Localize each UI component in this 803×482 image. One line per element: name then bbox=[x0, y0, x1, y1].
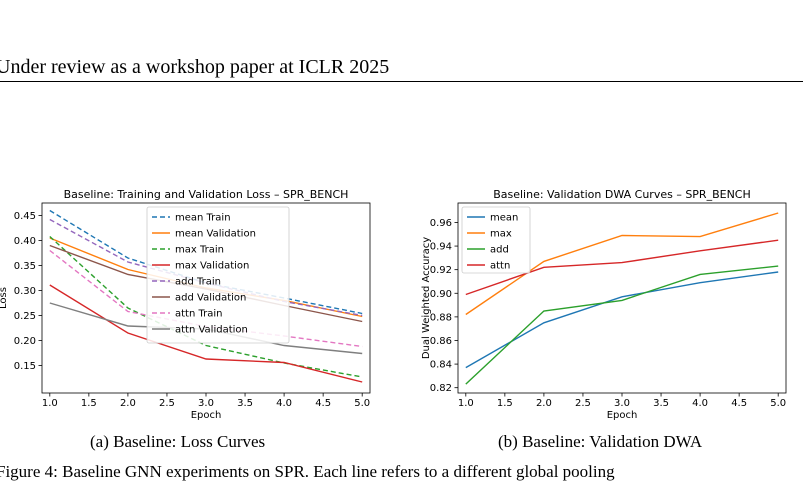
series-line-mean-train bbox=[49, 209, 363, 315]
x-tick-label: 1.5 bbox=[81, 398, 97, 409]
series-line-add bbox=[465, 265, 779, 385]
series-line-attn bbox=[465, 239, 779, 296]
y-tick-label: 0.15 bbox=[14, 361, 36, 372]
caption-b: (b) Baseline: Validation DWA bbox=[498, 432, 703, 451]
y-tick-label: 0.90 bbox=[430, 289, 452, 300]
legend-box bbox=[146, 206, 290, 344]
legend-label: max Validation bbox=[175, 261, 249, 272]
y-tick-label: 0.35 bbox=[14, 261, 36, 272]
y-tick-label: 0.96 bbox=[430, 218, 452, 229]
x-tick-label: 2.5 bbox=[575, 398, 591, 409]
x-axis-label: Epoch bbox=[191, 410, 222, 421]
y-tick-label: 0.92 bbox=[430, 265, 452, 276]
x-tick-label: 4.5 bbox=[731, 398, 747, 409]
x-tick-label: 1.5 bbox=[497, 398, 513, 409]
y-tick-label: 0.88 bbox=[430, 312, 452, 323]
y-tick-label: 0.30 bbox=[14, 286, 36, 297]
legend-box bbox=[461, 206, 531, 274]
y-tick-label: 0.25 bbox=[14, 311, 36, 322]
caption-a: (a) Baseline: Loss Curves bbox=[90, 432, 266, 451]
y-tick-label: 0.84 bbox=[430, 360, 452, 371]
y-tick-label: 0.40 bbox=[14, 236, 36, 247]
x-tick-label: 3.0 bbox=[614, 398, 630, 409]
y-tick-label: 0.86 bbox=[430, 336, 452, 347]
x-tick-label: 5.0 bbox=[354, 398, 370, 409]
series-line-max-validation bbox=[49, 284, 363, 383]
legend-label: add bbox=[490, 245, 509, 256]
header-rule bbox=[0, 81, 803, 82]
page-header: Under review as a workshop paper at ICLR… bbox=[0, 50, 803, 84]
x-tick-label: 3.0 bbox=[198, 398, 214, 409]
chart-title: Baseline: Validation DWA Curves – SPR_BE… bbox=[493, 188, 751, 201]
x-tick-label: 4.5 bbox=[315, 398, 331, 409]
y-tick-label: 0.82 bbox=[430, 383, 452, 394]
series-line-max-train bbox=[49, 235, 363, 378]
x-tick-label: 5.0 bbox=[770, 398, 786, 409]
x-tick-label: 1.0 bbox=[458, 398, 474, 409]
y-tick-label: 0.20 bbox=[14, 336, 36, 347]
series-line-max bbox=[465, 212, 779, 316]
y-tick-label: 0.45 bbox=[14, 211, 36, 222]
chart-title: Baseline: Training and Validation Loss –… bbox=[64, 188, 349, 201]
header-text: Under review as a workshop paper at ICLR… bbox=[0, 56, 390, 78]
x-axis-label: Epoch bbox=[607, 410, 638, 421]
series-line-mean bbox=[465, 271, 779, 369]
x-tick-label: 2.0 bbox=[536, 398, 552, 409]
x-tick-label: 4.0 bbox=[692, 398, 708, 409]
x-tick-label: 2.5 bbox=[159, 398, 175, 409]
legend-label: attn Train bbox=[175, 309, 222, 320]
legend-label: mean Train bbox=[175, 213, 231, 224]
x-tick-label: 3.5 bbox=[653, 398, 669, 409]
y-tick-label: 0.94 bbox=[430, 242, 452, 253]
legend-label: add Validation bbox=[175, 293, 246, 304]
legend-label: mean Validation bbox=[175, 229, 256, 240]
legend-label: mean bbox=[490, 213, 518, 224]
legend-label: attn Validation bbox=[175, 325, 248, 336]
x-tick-label: 1.0 bbox=[42, 398, 58, 409]
legend-label: max Train bbox=[175, 245, 224, 256]
legend-label: add Train bbox=[175, 277, 221, 288]
legend-label: attn bbox=[490, 261, 510, 272]
x-tick-label: 4.0 bbox=[276, 398, 292, 409]
figure-caption: Figure 4: Baseline GNN experiments on SP… bbox=[0, 462, 615, 481]
legend-label: max bbox=[490, 229, 512, 240]
x-tick-label: 2.0 bbox=[120, 398, 136, 409]
y-axis-label: Loss bbox=[0, 287, 9, 309]
y-axis-label: Dual Weighted Accuracy bbox=[421, 237, 432, 359]
x-tick-label: 3.5 bbox=[237, 398, 253, 409]
